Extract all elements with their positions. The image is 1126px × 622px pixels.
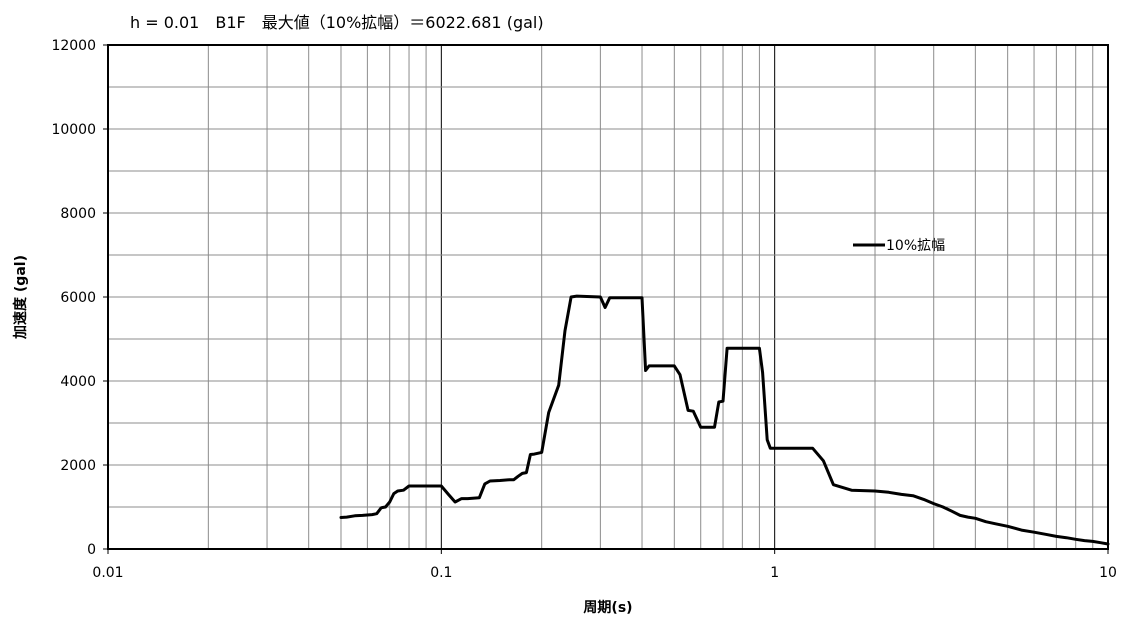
x-axis-ticks: 0.01 0.1 1 10 xyxy=(92,549,1117,581)
legend: 10%拡幅 xyxy=(853,238,945,254)
y-tick-label: 0 xyxy=(87,542,96,558)
legend-label: 10%拡幅 xyxy=(886,238,945,254)
x-axis-title: 周期(s) xyxy=(583,600,632,616)
y-tick-label: 10000 xyxy=(51,122,96,138)
y-tick-label: 4000 xyxy=(60,374,96,390)
y-tick-label: 2000 xyxy=(60,458,96,474)
x-tick-label: 1 xyxy=(770,565,779,581)
chart-title: h = 0.01 B1F 最大値（10%拡幅）＝6022.681 (gal) xyxy=(130,13,544,32)
x-tick-label: 10 xyxy=(1099,565,1117,581)
y-axis-ticks: 0 2000 4000 6000 8000 10000 12000 xyxy=(51,38,108,558)
y-tick-label: 12000 xyxy=(51,38,96,54)
series-line xyxy=(339,294,1110,546)
y-axis-title: 加速度 (gal) xyxy=(12,255,29,340)
series-layer xyxy=(339,294,1110,546)
x-tick-label: 0.1 xyxy=(430,565,452,581)
x-tick-label: 0.01 xyxy=(92,565,123,581)
gridlines xyxy=(107,44,1108,550)
y-tick-label: 8000 xyxy=(60,206,96,222)
y-tick-label: 6000 xyxy=(60,290,96,306)
